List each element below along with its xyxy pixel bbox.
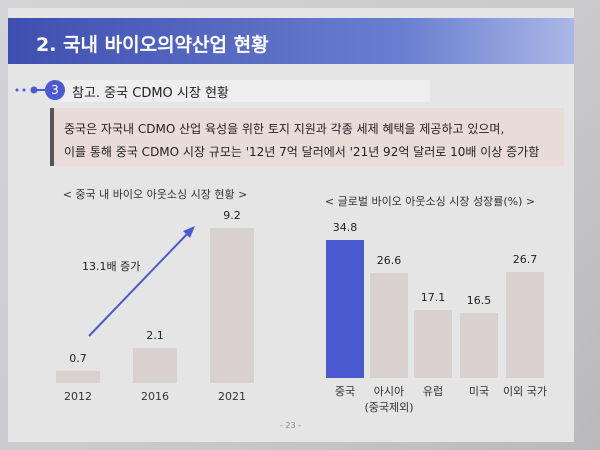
x-tick-label: 2021 bbox=[218, 390, 246, 403]
header-bar bbox=[8, 18, 574, 64]
page-number: - 23 - bbox=[280, 421, 302, 430]
value-label: 26.6 bbox=[376, 253, 402, 267]
body-text: 중국은 자국내 CDMO 산업 육성을 위한 토지 지원과 각종 세제 혜택을 … bbox=[64, 122, 505, 136]
bar bbox=[210, 228, 254, 383]
bar bbox=[133, 347, 177, 383]
chart-title: < 글로벌 바이오 아웃소싱 시장 성장률(%) > bbox=[324, 195, 536, 208]
x-tick-label: 이외 국가 bbox=[503, 385, 547, 398]
value-label: 9.2 bbox=[223, 209, 241, 222]
value-label: 0.7 bbox=[69, 352, 87, 366]
body-text: 이를 통해 중국 CDMO 시장 규모는 '12년 7억 달러에서 '21년 9… bbox=[64, 145, 540, 159]
value-label: 34.8 bbox=[332, 221, 358, 234]
value-label: 26.7 bbox=[512, 253, 538, 267]
x-tick-label: 2012 bbox=[64, 390, 92, 403]
quote-box bbox=[50, 108, 564, 166]
annotation: 13.1배 증가 bbox=[82, 260, 141, 273]
bar bbox=[460, 312, 498, 378]
value-label: 2.1 bbox=[146, 328, 164, 342]
bar bbox=[370, 272, 408, 378]
x-tick-label: 중국 bbox=[334, 385, 356, 398]
x-tick-label: 아시아 (중국제외) bbox=[364, 385, 414, 414]
section-number: 3 bbox=[45, 80, 65, 100]
section-title: 참고. 중국 CDMO 시장 현황 bbox=[72, 86, 229, 101]
growth-arrow bbox=[88, 226, 195, 337]
value-label: 17.1 bbox=[420, 291, 446, 305]
bar bbox=[414, 310, 452, 378]
chart-title: < 중국 내 바이오 아웃소싱 시장 현황 > bbox=[62, 188, 248, 201]
x-tick-label: 유럽 bbox=[422, 385, 444, 398]
value-label: 16.5 bbox=[466, 293, 492, 307]
bar bbox=[56, 371, 100, 383]
slide-title: 2. 국내 바이오의약산업 현황 bbox=[36, 34, 269, 56]
x-tick-label: 2016 bbox=[141, 390, 169, 403]
bar bbox=[326, 240, 364, 378]
bar bbox=[506, 272, 544, 378]
dots bbox=[15, 86, 48, 94]
x-tick-label: 미국 bbox=[468, 385, 490, 398]
section-box bbox=[60, 80, 430, 102]
